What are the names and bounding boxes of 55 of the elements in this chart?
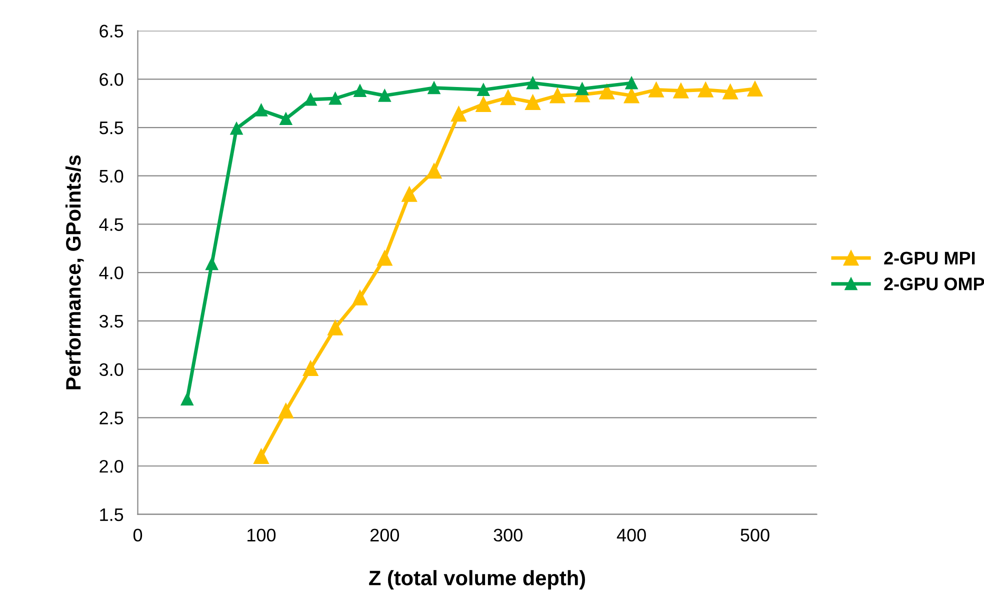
point [352, 290, 368, 306]
point [525, 94, 540, 110]
y-tick-label: 3.0 [99, 363, 124, 376]
point [526, 76, 540, 90]
point [278, 403, 294, 419]
point [673, 83, 689, 98]
point [451, 106, 466, 122]
y-tick-label: 3.5 [99, 314, 124, 328]
point [378, 89, 391, 102]
point [328, 320, 343, 336]
y-tick-label: 2.0 [100, 460, 124, 473]
point [599, 84, 614, 100]
point [428, 82, 440, 94]
x-tick-label: 100 [248, 528, 276, 542]
point [354, 84, 366, 98]
y-tick-label: 1.5 [100, 508, 124, 522]
y-tick-label: 6.0 [100, 73, 124, 86]
point [206, 258, 218, 270]
y-axis-title: Performance, GPoints/s [65, 155, 84, 390]
point [180, 393, 194, 406]
y-tick-label: 2.5 [100, 412, 124, 424]
point [402, 186, 417, 202]
y-tick-label: 4.5 [99, 218, 124, 231]
point [377, 250, 392, 266]
point [698, 82, 714, 98]
point [722, 84, 738, 100]
legend-label: 2-GPU MPI [884, 252, 975, 264]
y-tick-label: 4.0 [99, 266, 124, 280]
point [625, 76, 638, 90]
y-tick-label: 5.5 [99, 122, 124, 134]
point [280, 112, 292, 126]
point [304, 93, 317, 106]
point [500, 90, 516, 106]
point [254, 448, 269, 464]
point [254, 104, 268, 116]
point [550, 88, 566, 104]
point [576, 82, 588, 96]
point [648, 82, 664, 98]
legend-label: 2-GPU OMP [884, 278, 984, 290]
y-tick-label: 6.5 [100, 24, 124, 38]
x-tick-label: 500 [740, 528, 770, 542]
x-tick-label: 0 [133, 528, 142, 542]
y-tick-label: 5.0 [99, 170, 124, 183]
point [426, 163, 442, 179]
point [624, 88, 640, 104]
point [230, 122, 243, 135]
x-tick-label: 200 [370, 528, 400, 542]
point [476, 96, 492, 112]
point [747, 81, 763, 96]
x-tick-label: 300 [494, 528, 522, 542]
point [329, 92, 342, 105]
point [477, 84, 490, 96]
x-axis-title: Z (total volume depth) [369, 570, 586, 590]
x-tick-label: 400 [616, 528, 646, 542]
point [302, 360, 318, 376]
